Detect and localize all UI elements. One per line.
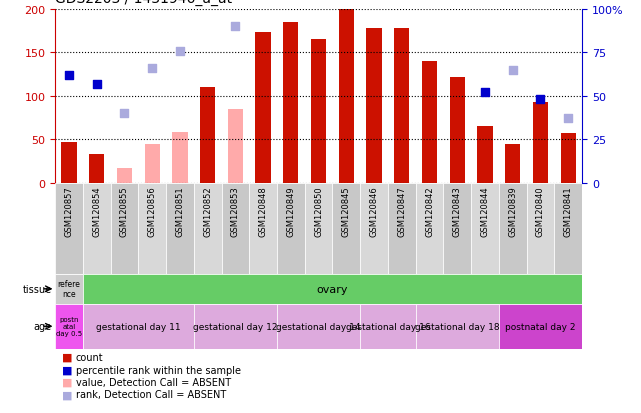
Text: refere
nce: refere nce xyxy=(58,280,80,299)
Point xyxy=(147,66,157,72)
Bar xyxy=(277,304,360,349)
Bar xyxy=(415,183,444,274)
Text: GSM120852: GSM120852 xyxy=(203,186,212,237)
Bar xyxy=(449,78,465,183)
Point xyxy=(175,48,185,55)
Text: GSM120848: GSM120848 xyxy=(258,186,267,237)
Text: GSM120841: GSM120841 xyxy=(563,186,572,237)
Text: GSM120853: GSM120853 xyxy=(231,186,240,237)
Bar xyxy=(111,183,138,274)
Point xyxy=(203,0,213,5)
Bar xyxy=(499,304,582,349)
Text: GSM120850: GSM120850 xyxy=(314,186,323,237)
Text: GSM120855: GSM120855 xyxy=(120,186,129,237)
Bar xyxy=(360,304,415,349)
Bar xyxy=(256,33,271,183)
Bar xyxy=(200,88,215,183)
Text: gestational day 18: gestational day 18 xyxy=(415,322,499,331)
Text: gestational day 12: gestational day 12 xyxy=(193,322,278,331)
Text: gestational day 14: gestational day 14 xyxy=(276,322,361,331)
Bar xyxy=(333,183,360,274)
Text: postnatal day 2: postnatal day 2 xyxy=(505,322,576,331)
Bar xyxy=(222,183,249,274)
Bar xyxy=(172,133,188,183)
Bar xyxy=(367,29,381,183)
Bar xyxy=(526,183,554,274)
Text: tissue: tissue xyxy=(23,284,52,294)
Bar xyxy=(471,183,499,274)
Text: age: age xyxy=(34,321,52,332)
Point xyxy=(119,111,129,117)
Bar xyxy=(533,103,548,183)
Point xyxy=(535,97,545,103)
Text: GSM120840: GSM120840 xyxy=(536,186,545,237)
Bar xyxy=(166,183,194,274)
Text: rank, Detection Call = ABSENT: rank, Detection Call = ABSENT xyxy=(76,389,226,399)
Text: GSM120856: GSM120856 xyxy=(147,186,156,237)
Text: ■: ■ xyxy=(62,377,72,387)
Bar xyxy=(444,183,471,274)
Bar xyxy=(62,142,77,183)
Text: GSM120844: GSM120844 xyxy=(481,186,490,237)
Point xyxy=(230,24,240,31)
Text: GSM120843: GSM120843 xyxy=(453,186,462,237)
Bar xyxy=(55,183,83,274)
Text: GSM120847: GSM120847 xyxy=(397,186,406,237)
Text: GSM120846: GSM120846 xyxy=(370,186,379,237)
Text: ovary: ovary xyxy=(317,284,348,294)
Bar xyxy=(145,145,160,183)
Text: value, Detection Call = ABSENT: value, Detection Call = ABSENT xyxy=(76,377,231,387)
Text: GSM120849: GSM120849 xyxy=(287,186,296,237)
Bar xyxy=(422,62,437,183)
Bar xyxy=(360,183,388,274)
Bar xyxy=(283,23,299,183)
Bar xyxy=(554,183,582,274)
Point xyxy=(508,67,518,74)
Point xyxy=(92,81,102,88)
Text: GSM120842: GSM120842 xyxy=(425,186,434,237)
Bar xyxy=(83,304,194,349)
Text: GSM120857: GSM120857 xyxy=(65,186,74,237)
Bar xyxy=(194,183,222,274)
Point xyxy=(424,0,435,5)
Bar xyxy=(194,304,277,349)
Bar xyxy=(560,134,576,183)
Bar xyxy=(249,183,277,274)
Bar xyxy=(338,10,354,183)
Text: GSM120851: GSM120851 xyxy=(176,186,185,237)
Bar xyxy=(388,183,415,274)
Bar xyxy=(505,145,520,183)
Text: GSM120845: GSM120845 xyxy=(342,186,351,237)
Bar xyxy=(55,274,83,304)
Text: GSM120854: GSM120854 xyxy=(92,186,101,237)
Bar xyxy=(304,183,333,274)
Bar xyxy=(478,127,492,183)
Point xyxy=(64,73,74,79)
Point xyxy=(480,90,490,97)
Bar xyxy=(83,183,111,274)
Text: ■: ■ xyxy=(62,352,72,362)
Text: count: count xyxy=(76,352,103,362)
Text: gestational day 16: gestational day 16 xyxy=(345,322,430,331)
Bar xyxy=(89,155,104,183)
Bar xyxy=(117,169,132,183)
Bar xyxy=(499,183,526,274)
Text: ■: ■ xyxy=(62,365,72,375)
Bar xyxy=(415,304,499,349)
Bar xyxy=(277,183,304,274)
Text: GSM120839: GSM120839 xyxy=(508,186,517,237)
Point xyxy=(563,116,573,123)
Bar xyxy=(228,109,243,183)
Text: gestational day 11: gestational day 11 xyxy=(96,322,181,331)
Text: postn
atal
day 0.5: postn atal day 0.5 xyxy=(56,316,82,337)
Bar xyxy=(311,40,326,183)
Text: GDS2203 / 1431946_a_at: GDS2203 / 1431946_a_at xyxy=(55,0,232,6)
Text: percentile rank within the sample: percentile rank within the sample xyxy=(76,365,240,375)
Bar xyxy=(394,29,410,183)
Bar xyxy=(138,183,166,274)
Bar xyxy=(55,304,83,349)
Text: ■: ■ xyxy=(62,389,72,399)
